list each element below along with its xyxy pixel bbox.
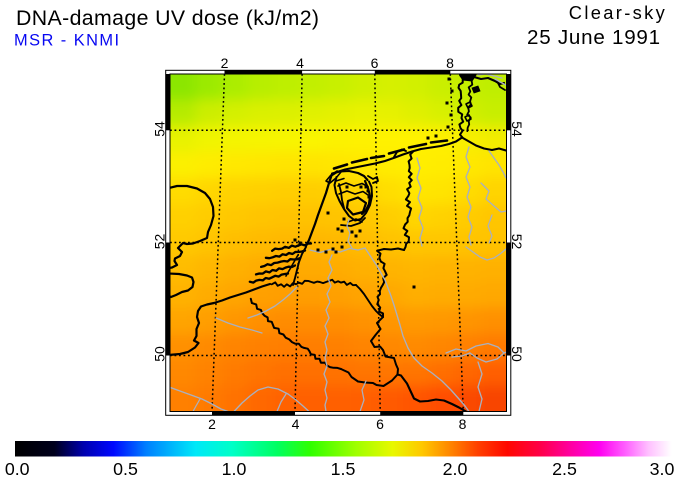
svg-text:3.0: 3.0 [650, 459, 675, 479]
svg-text:52: 52 [151, 234, 167, 250]
svg-text:0.0: 0.0 [5, 459, 30, 479]
svg-text:DNA-damage UV dose (kJ/m2): DNA-damage UV dose (kJ/m2) [16, 6, 319, 30]
svg-text:4: 4 [296, 55, 304, 71]
svg-text:6: 6 [376, 416, 384, 432]
svg-text:Clear-sky: Clear-sky [569, 2, 667, 23]
svg-text:52: 52 [509, 234, 525, 250]
svg-text:4: 4 [292, 416, 300, 432]
svg-text:0.5: 0.5 [113, 459, 138, 479]
svg-text:25 June 1991: 25 June 1991 [527, 26, 661, 49]
svg-text:50: 50 [509, 346, 525, 362]
svg-text:54: 54 [151, 121, 167, 137]
svg-text:2.0: 2.0 [443, 459, 468, 479]
svg-text:54: 54 [509, 121, 525, 137]
svg-text:MSR - KNMI: MSR - KNMI [14, 32, 120, 50]
svg-text:2.5: 2.5 [552, 459, 577, 479]
svg-text:2: 2 [208, 416, 216, 432]
svg-text:2: 2 [221, 55, 229, 71]
svg-text:8: 8 [446, 55, 454, 71]
svg-text:1.5: 1.5 [331, 459, 356, 479]
svg-text:8: 8 [459, 416, 467, 432]
svg-text:6: 6 [371, 55, 379, 71]
svg-text:50: 50 [151, 346, 167, 362]
svg-text:1.0: 1.0 [222, 459, 247, 479]
